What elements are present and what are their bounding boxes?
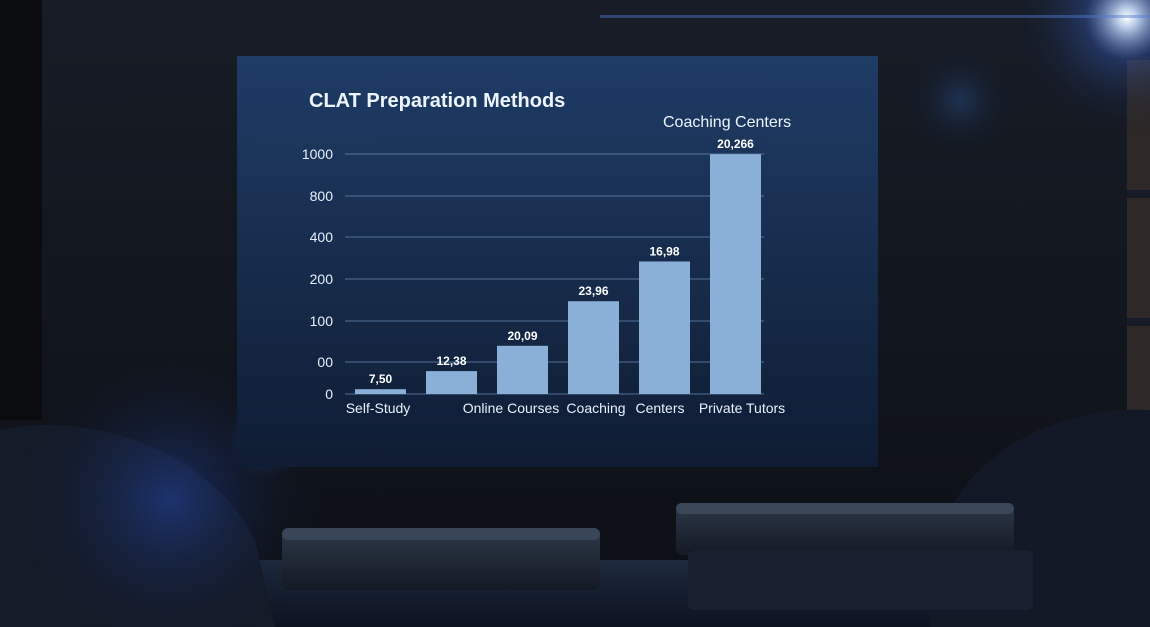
y-tick-label: 00 [317,354,333,370]
bar-data-label: 20,266 [717,137,754,151]
y-tick-label: 0 [325,386,333,402]
presentation-screen: CLAT Preparation Methods Coaching Center… [237,56,878,467]
x-tick-label: Private Tutors [699,400,785,416]
x-tick-label: Self-Study [346,400,411,416]
y-tick-label: 200 [310,271,334,287]
bars [355,154,761,394]
bar-data-label: 12,38 [436,354,466,368]
bar [710,154,761,394]
x-tick-label: Online Courses [463,400,560,416]
x-axis-labels: Self-Study Online Courses Coaching Centers P… [346,400,785,416]
chart-annotation: Coaching Centers [663,114,791,131]
bar [568,301,619,394]
bar-data-label: 7,50 [369,372,393,386]
data-labels: 7,50 12,38 20,09 23,96 16,98 20,266 [369,137,754,386]
bar [497,345,548,394]
bar-data-label: 16,98 [649,244,679,258]
bar-data-label: 20,09 [507,329,537,343]
y-tick-label: 400 [310,229,334,245]
x-tick-label: Coaching [566,400,625,416]
y-tick-label: 1000 [302,146,333,162]
y-tick-label: 100 [310,313,334,329]
grid-lines [345,153,764,395]
chart-title: CLAT Preparation Methods [309,90,565,112]
screen-background [237,56,878,467]
bar [426,371,477,394]
bar-data-label: 23,96 [578,284,608,298]
bar [639,261,690,394]
x-tick-label: Centers [635,400,684,416]
bar [355,389,406,394]
y-tick-label: 800 [310,188,334,204]
